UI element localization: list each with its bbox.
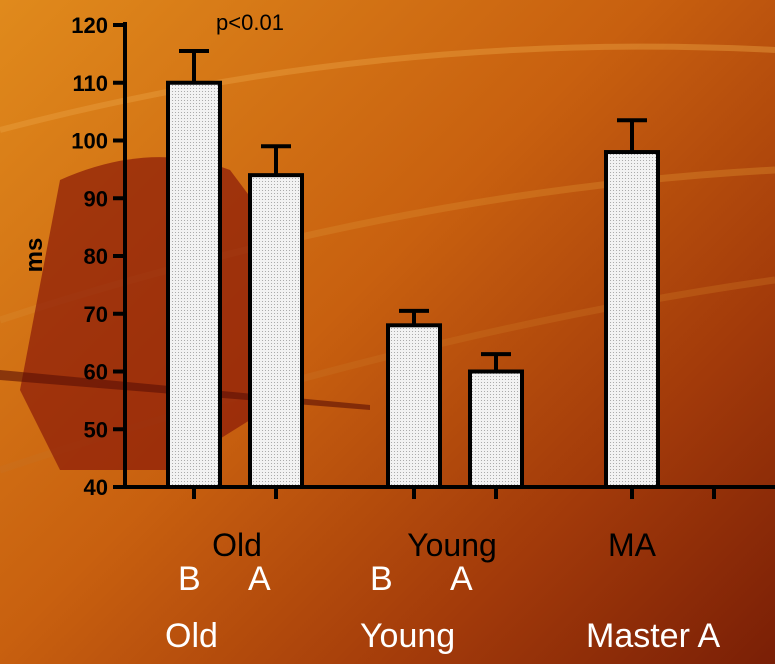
y-tick-label: 70	[84, 302, 108, 327]
y-tick-label: 40	[84, 475, 108, 500]
label-old: Old	[165, 617, 218, 655]
y-tick-label: 110	[73, 71, 109, 96]
sublabel-old-b: B	[178, 560, 201, 598]
bar	[468, 369, 524, 489]
group-label: Old	[212, 527, 262, 563]
y-tick-label: 50	[84, 417, 108, 442]
y-tick-label: 90	[84, 186, 108, 211]
group-label: MA	[608, 527, 657, 563]
bar	[166, 80, 222, 489]
y-tick-label: 100	[71, 129, 108, 154]
y-tick-label: 80	[84, 244, 108, 269]
group-label: Young	[407, 527, 497, 563]
y-axis-label: ms	[21, 238, 48, 273]
y-tick-label: 120	[71, 13, 108, 38]
sublabel-young-a: A	[450, 560, 473, 598]
significance-annotation: p<0.01	[216, 10, 284, 35]
bar	[604, 150, 660, 490]
bar	[248, 173, 304, 489]
y-tick-label: 60	[84, 360, 108, 385]
label-young: Young	[360, 617, 456, 655]
sublabel-old-a: A	[248, 560, 271, 598]
label-master-a: Master A	[586, 617, 721, 655]
sublabel-young-b: B	[370, 560, 393, 598]
bar	[386, 323, 442, 489]
